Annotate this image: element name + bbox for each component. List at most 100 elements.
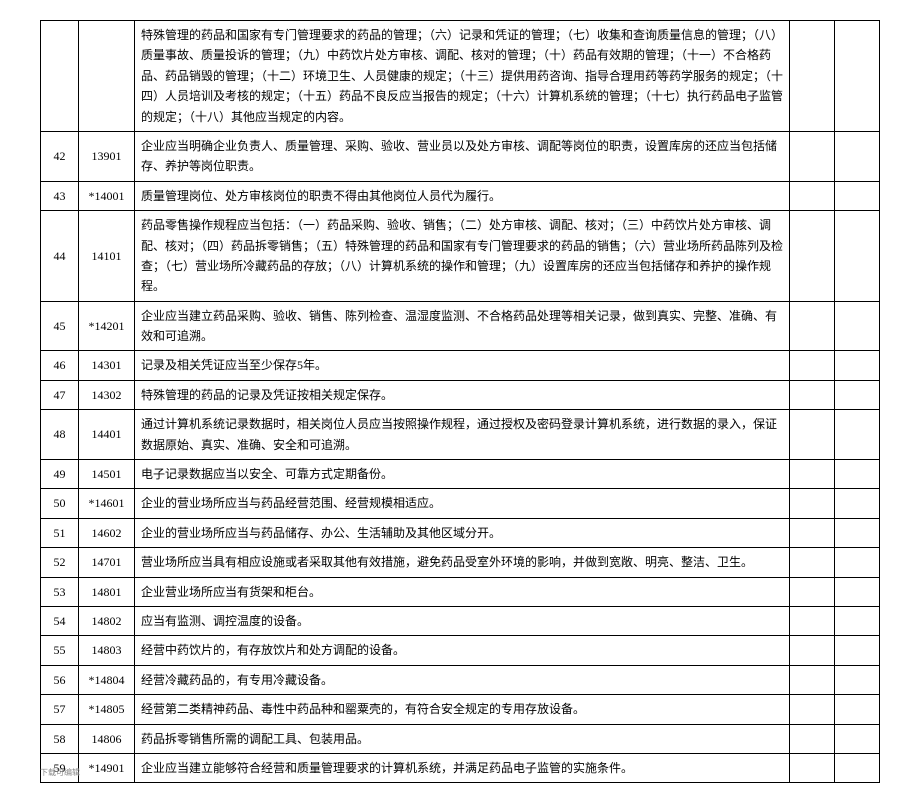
cell-empty: [790, 577, 835, 606]
cell-content: 企业应当明确企业负责人、质量管理、采购、验收、营业员以及处方审核、调配等岗位的职…: [135, 131, 790, 181]
table-row: 57*14805经营第二类精神药品、毒性中药品种和罂粟壳的，有符合安全规定的专用…: [41, 695, 880, 724]
table-row: 56*14804经营冷藏药品的，有专用冷藏设备。: [41, 665, 880, 694]
footer-note: 下载可编辑: [40, 767, 880, 778]
cell-index: 54: [41, 606, 79, 635]
cell-content: 特殊管理的药品的记录及凭证按相关规定保存。: [135, 380, 790, 409]
cell-empty: [835, 665, 880, 694]
cell-empty: [835, 695, 880, 724]
cell-empty: [835, 577, 880, 606]
cell-content: 记录及相关凭证应当至少保存5年。: [135, 351, 790, 380]
cell-index: 49: [41, 460, 79, 489]
table-row: 45*14201企业应当建立药品采购、验收、销售、陈列检查、温湿度监测、不合格药…: [41, 301, 880, 351]
cell-empty: [835, 181, 880, 210]
cell-empty: [790, 489, 835, 518]
cell-content: 企业的营业场所应当与药品储存、办公、生活辅助及其他区域分开。: [135, 518, 790, 547]
cell-code: 14701: [79, 548, 135, 577]
table-row: 特殊管理的药品和国家有专门管理要求的药品的管理；（六）记录和凭证的管理；（七）收…: [41, 21, 880, 132]
cell-empty: [790, 211, 835, 302]
cell-empty: [790, 181, 835, 210]
cell-content: 经营冷藏药品的，有专用冷藏设备。: [135, 665, 790, 694]
cell-empty: [835, 460, 880, 489]
cell-empty: [790, 131, 835, 181]
cell-content: 营业场所应当具有相应设施或者采取其他有效措施，避免药品受室外环境的影响，并做到宽…: [135, 548, 790, 577]
cell-content: 特殊管理的药品和国家有专门管理要求的药品的管理；（六）记录和凭证的管理；（七）收…: [135, 21, 790, 132]
cell-content: 通过计算机系统记录数据时，相关岗位人员应当按照操作规程，通过授权及密码登录计算机…: [135, 410, 790, 460]
cell-empty: [790, 460, 835, 489]
cell-empty: [835, 21, 880, 132]
cell-code: 14801: [79, 577, 135, 606]
cell-code: 14802: [79, 606, 135, 635]
cell-index: 43: [41, 181, 79, 210]
table-row: 43*14001质量管理岗位、处方审核岗位的职责不得由其他岗位人员代为履行。: [41, 181, 880, 210]
cell-empty: [835, 489, 880, 518]
cell-index: [41, 21, 79, 132]
table-row: 5814806药品拆零销售所需的调配工具、包装用品。: [41, 724, 880, 753]
cell-index: 46: [41, 351, 79, 380]
cell-content: 应当有监测、调控温度的设备。: [135, 606, 790, 635]
table-row: 4814401通过计算机系统记录数据时，相关岗位人员应当按照操作规程，通过授权及…: [41, 410, 880, 460]
cell-index: 50: [41, 489, 79, 518]
cell-index: 56: [41, 665, 79, 694]
cell-empty: [790, 695, 835, 724]
cell-empty: [790, 518, 835, 547]
cell-empty: [790, 606, 835, 635]
cell-index: 51: [41, 518, 79, 547]
cell-code: *14201: [79, 301, 135, 351]
table-row: 4414101药品零售操作规程应当包括：（一）药品采购、验收、销售；（二）处方审…: [41, 211, 880, 302]
cell-index: 45: [41, 301, 79, 351]
cell-empty: [835, 301, 880, 351]
cell-empty: [835, 351, 880, 380]
cell-empty: [835, 131, 880, 181]
cell-empty: [790, 724, 835, 753]
cell-code: 14301: [79, 351, 135, 380]
cell-code: *14601: [79, 489, 135, 518]
cell-index: 58: [41, 724, 79, 753]
cell-index: 52: [41, 548, 79, 577]
cell-content: 药品拆零销售所需的调配工具、包装用品。: [135, 724, 790, 753]
table-row: 5114602企业的营业场所应当与药品储存、办公、生活辅助及其他区域分开。: [41, 518, 880, 547]
table-row: 4614301记录及相关凭证应当至少保存5年。: [41, 351, 880, 380]
cell-index: 42: [41, 131, 79, 181]
cell-empty: [835, 211, 880, 302]
table-row: 5214701营业场所应当具有相应设施或者采取其他有效措施，避免药品受室外环境的…: [41, 548, 880, 577]
table-row: 5314801企业营业场所应当有货架和柜台。: [41, 577, 880, 606]
table-row: 4914501电子记录数据应当以安全、可靠方式定期备份。: [41, 460, 880, 489]
cell-code: 14302: [79, 380, 135, 409]
cell-index: 57: [41, 695, 79, 724]
cell-code: *14805: [79, 695, 135, 724]
cell-content: 药品零售操作规程应当包括：（一）药品采购、验收、销售；（二）处方审核、调配、核对…: [135, 211, 790, 302]
cell-index: 48: [41, 410, 79, 460]
cell-empty: [790, 380, 835, 409]
table-row: 5414802应当有监测、调控温度的设备。: [41, 606, 880, 635]
cell-code: 14602: [79, 518, 135, 547]
cell-content: 企业应当建立药品采购、验收、销售、陈列检查、温湿度监测、不合格药品处理等相关记录…: [135, 301, 790, 351]
cell-code: 14806: [79, 724, 135, 753]
cell-code: 13901: [79, 131, 135, 181]
cell-empty: [835, 410, 880, 460]
cell-code: *14804: [79, 665, 135, 694]
cell-index: 44: [41, 211, 79, 302]
table-row: 4213901企业应当明确企业负责人、质量管理、采购、验收、营业员以及处方审核、…: [41, 131, 880, 181]
cell-empty: [835, 724, 880, 753]
cell-code: [79, 21, 135, 132]
cell-index: 53: [41, 577, 79, 606]
cell-index: 47: [41, 380, 79, 409]
cell-content: 企业的营业场所应当与药品经营范围、经营规模相适应。: [135, 489, 790, 518]
cell-empty: [835, 380, 880, 409]
table-row: 50*14601企业的营业场所应当与药品经营范围、经营规模相适应。: [41, 489, 880, 518]
cell-code: 14501: [79, 460, 135, 489]
table-row: 4714302特殊管理的药品的记录及凭证按相关规定保存。: [41, 380, 880, 409]
cell-empty: [835, 548, 880, 577]
cell-empty: [835, 518, 880, 547]
cell-code: 14101: [79, 211, 135, 302]
cell-content: 经营第二类精神药品、毒性中药品种和罂粟壳的，有符合安全规定的专用存放设备。: [135, 695, 790, 724]
cell-empty: [790, 21, 835, 132]
regulation-table: 特殊管理的药品和国家有专门管理要求的药品的管理；（六）记录和凭证的管理；（七）收…: [40, 20, 880, 783]
cell-empty: [790, 665, 835, 694]
cell-content: 电子记录数据应当以安全、可靠方式定期备份。: [135, 460, 790, 489]
cell-code: *14001: [79, 181, 135, 210]
cell-code: 14401: [79, 410, 135, 460]
cell-empty: [790, 410, 835, 460]
cell-content: 质量管理岗位、处方审核岗位的职责不得由其他岗位人员代为履行。: [135, 181, 790, 210]
cell-empty: [835, 606, 880, 635]
